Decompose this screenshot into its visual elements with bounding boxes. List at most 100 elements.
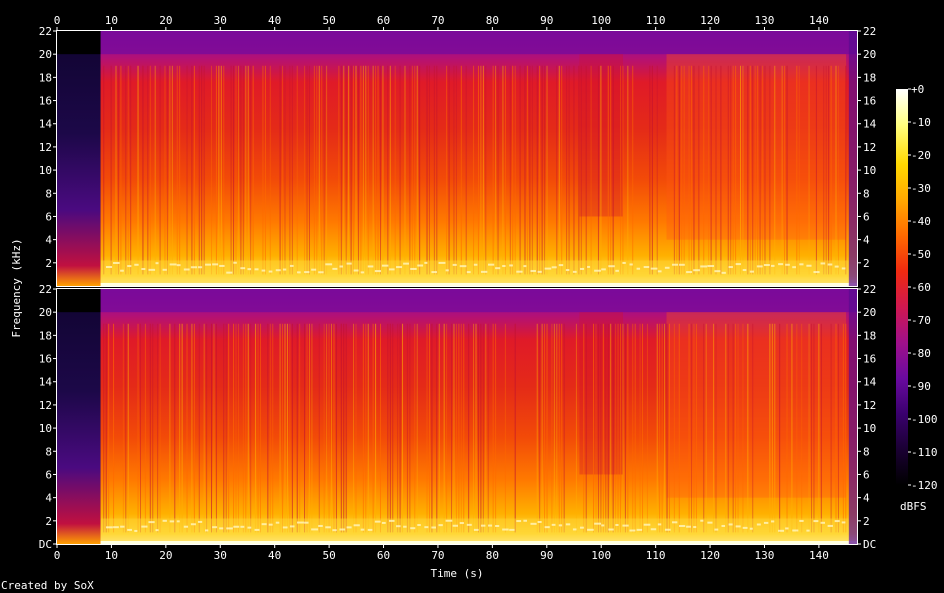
- harmonic-dash: [650, 267, 658, 270]
- streak: [539, 323, 541, 533]
- streak: [563, 323, 565, 533]
- harmonic-dash: [169, 263, 177, 266]
- streak: [306, 65, 308, 275]
- harmonic-dash: [530, 522, 537, 525]
- streak: [791, 323, 793, 533]
- x-tick-label-bottom: 120: [700, 549, 720, 562]
- streak: [769, 65, 771, 275]
- harmonic-dash: [332, 267, 338, 270]
- y-tick-label-left: 6: [45, 210, 52, 223]
- x-tick-label-bottom: 50: [322, 549, 335, 562]
- harmonic-dash: [297, 271, 301, 274]
- streak: [583, 323, 585, 533]
- streak: [316, 65, 318, 275]
- streak: [186, 323, 188, 533]
- streak: [688, 65, 690, 275]
- streak: [514, 65, 516, 275]
- harmonic-dash: [346, 526, 352, 529]
- streak: [845, 65, 847, 275]
- streak: [784, 65, 786, 275]
- harmonic-dash: [374, 520, 381, 523]
- streak: [355, 65, 357, 275]
- streak: [389, 323, 391, 533]
- streak: [676, 65, 678, 275]
- streak: [448, 65, 450, 275]
- harmonic-dash: [686, 525, 691, 528]
- streak: [215, 323, 217, 533]
- streak: [154, 65, 156, 275]
- streak: [612, 323, 614, 533]
- harmonic-dash: [438, 524, 443, 527]
- streak: [191, 323, 193, 533]
- streak: [215, 65, 217, 275]
- harmonic-dash: [424, 261, 428, 264]
- streak: [455, 65, 457, 275]
- streak: [504, 65, 506, 275]
- y-tick-label-left: 6: [45, 468, 52, 481]
- streak: [627, 323, 629, 533]
- streak: [642, 323, 644, 533]
- streak: [727, 65, 729, 275]
- streak: [764, 65, 766, 275]
- streak: [749, 65, 751, 275]
- streak: [428, 323, 430, 533]
- harmonic-dash: [636, 267, 641, 270]
- harmonic-dash: [700, 265, 708, 268]
- streak: [458, 323, 460, 533]
- streak: [203, 323, 205, 533]
- harmonic-dash: [622, 524, 629, 527]
- harmonic-dash: [841, 521, 846, 524]
- streak: [815, 65, 817, 275]
- streak: [436, 65, 438, 275]
- harmonic-dash: [148, 268, 156, 271]
- streak: [333, 323, 335, 533]
- streak: [340, 65, 342, 275]
- streak: [242, 65, 244, 275]
- harmonic-dash: [233, 525, 240, 528]
- streak: [622, 65, 624, 275]
- harmonic-dash: [771, 520, 775, 523]
- streak: [453, 323, 455, 533]
- harmonic-dash: [679, 263, 685, 266]
- y-tick-label-left: 14: [39, 376, 53, 389]
- x-axis-ticks: 0 0 10 10 20 20 30 30 40 40 50 50 60 60 70 70 80 80 90 90 10…: [54, 14, 829, 562]
- streak: [742, 323, 744, 533]
- harmonic-dash: [579, 267, 585, 270]
- harmonic-dash: [176, 520, 180, 523]
- streak: [152, 323, 154, 533]
- bass-band: [100, 518, 849, 544]
- colorbar: +0 -10 -20 -30 -40 -50 -60 -70 -80 -90 -100 -110 -12…: [896, 83, 938, 513]
- streak: [485, 323, 487, 533]
- harmonic-dash: [657, 523, 662, 526]
- harmonic-dash: [388, 268, 395, 271]
- streak: [835, 65, 837, 275]
- harmonic-dash: [304, 271, 310, 274]
- y-tick-label-right: 4: [863, 492, 870, 505]
- streak: [416, 65, 418, 275]
- dc-line: [57, 283, 857, 286]
- harmonic-dash: [714, 270, 721, 273]
- harmonic-dash: [318, 524, 323, 527]
- streak: [678, 323, 680, 533]
- harmonic-dash: [346, 262, 352, 265]
- harmonic-dash: [381, 521, 386, 524]
- streak: [739, 65, 741, 275]
- streak: [808, 323, 810, 533]
- streak: [211, 323, 213, 533]
- colorbar-tick-label: -100: [911, 413, 938, 426]
- harmonic-dash: [693, 526, 697, 529]
- streak: [553, 323, 555, 533]
- harmonic-dash: [587, 265, 591, 268]
- x-tick-label-top: 90: [540, 14, 553, 27]
- harmonic-dash: [707, 265, 715, 268]
- streak: [495, 323, 497, 533]
- streak: [600, 65, 602, 275]
- harmonic-dash: [608, 265, 615, 268]
- harmonic-dash: [431, 526, 436, 529]
- streak: [103, 323, 105, 533]
- streak: [597, 65, 599, 275]
- streak: [338, 65, 340, 275]
- streak: [818, 323, 820, 533]
- streak: [379, 323, 381, 533]
- streak: [250, 65, 252, 275]
